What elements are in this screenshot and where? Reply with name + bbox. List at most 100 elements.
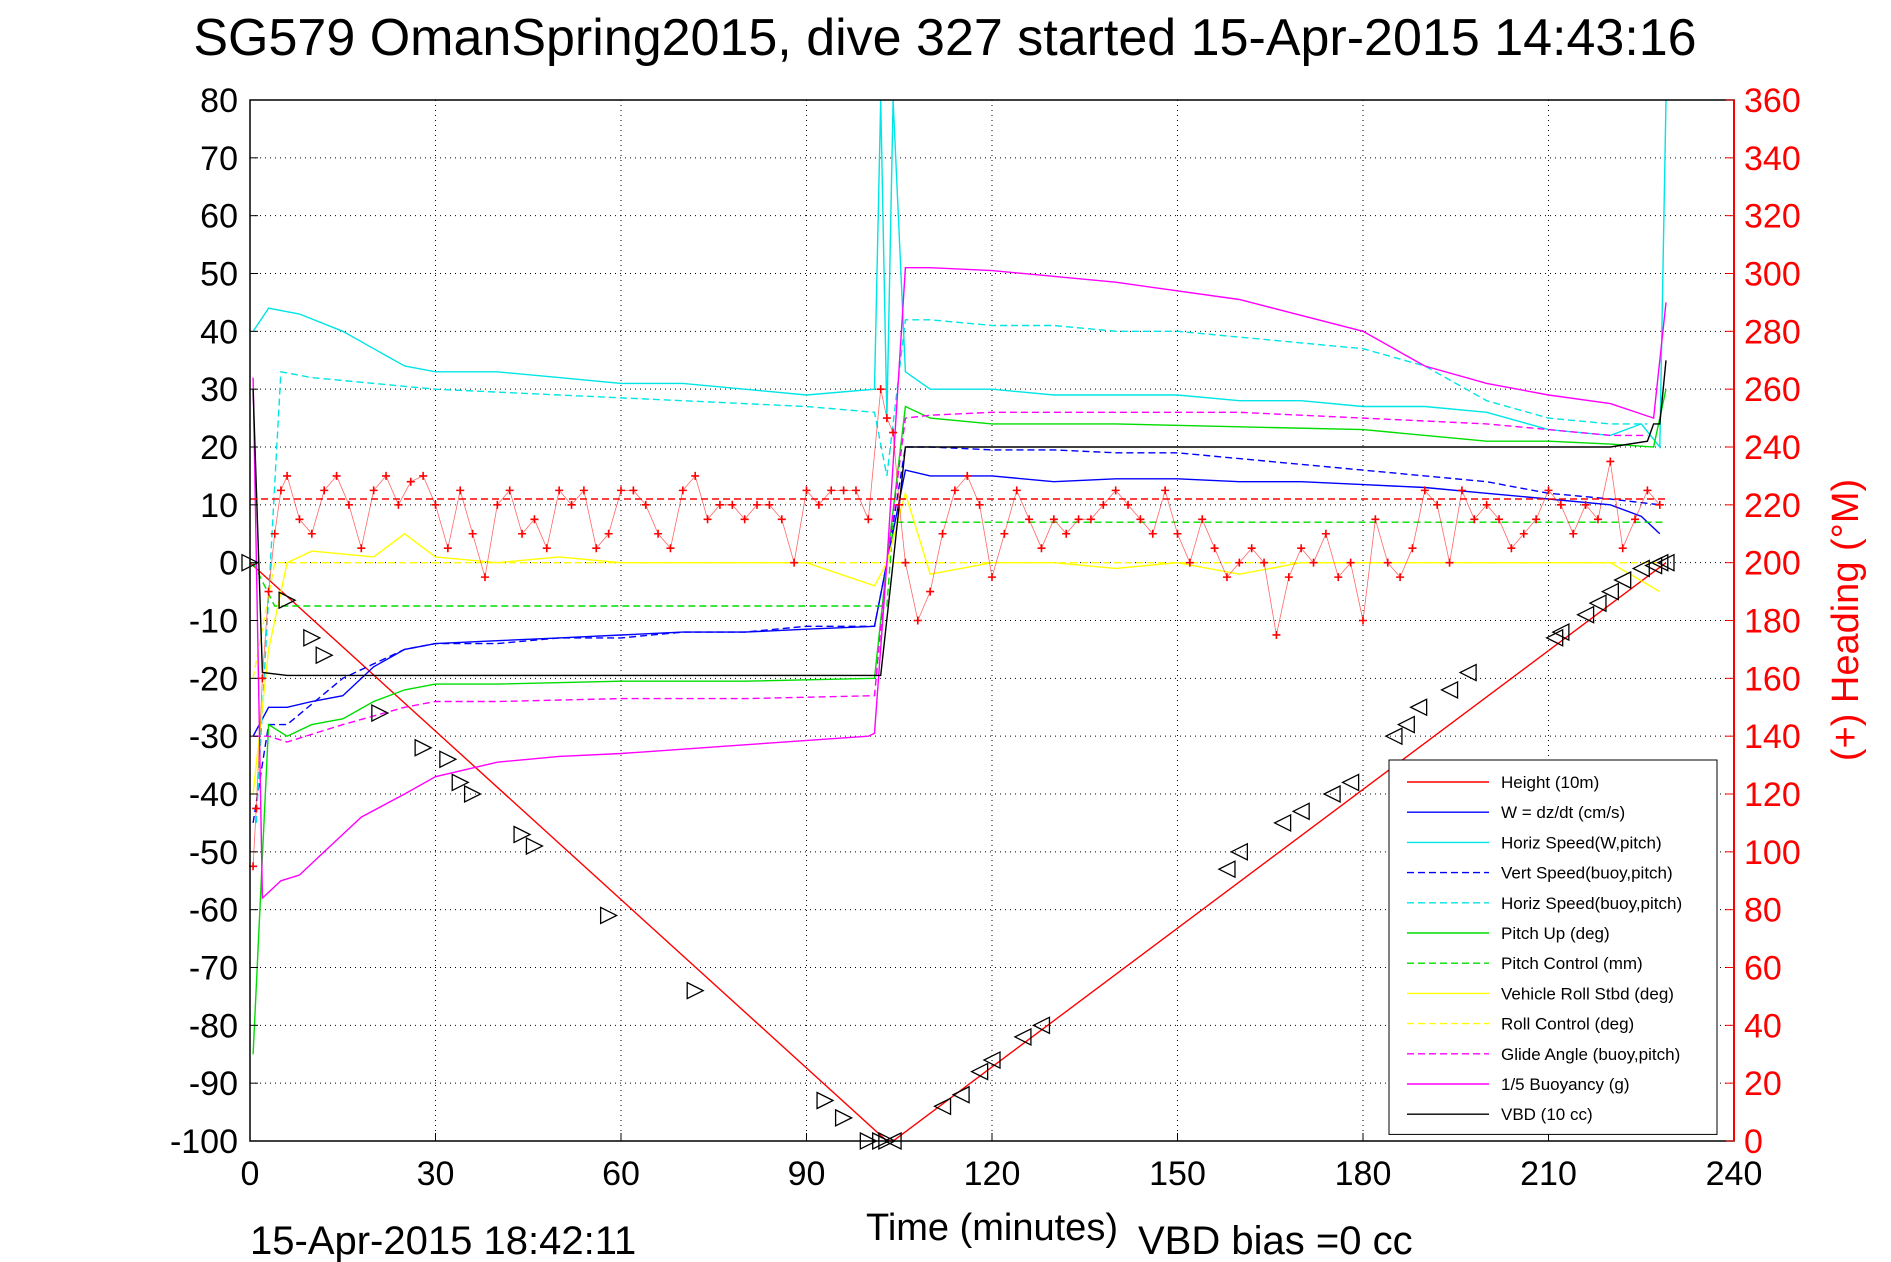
legend-box bbox=[1388, 759, 1718, 1135]
y-tick-label: -10 bbox=[189, 603, 238, 641]
y-tick-label: 70 bbox=[200, 140, 238, 178]
chart-title: SG579 OmanSpring2015, dive 327 started 1… bbox=[193, 9, 1696, 67]
y2-tick-label: 280 bbox=[1744, 313, 1801, 351]
position-marker bbox=[1032, 1016, 1051, 1035]
position-marker bbox=[371, 703, 390, 723]
y-tick-label: -30 bbox=[189, 718, 238, 756]
y-tick-label: -100 bbox=[170, 1123, 238, 1161]
position-marker bbox=[1013, 1027, 1032, 1046]
series-line bbox=[252, 562, 1660, 679]
x-axis-label: Time (minutes) bbox=[866, 1207, 1118, 1249]
y-tick-label: -70 bbox=[189, 950, 238, 988]
position-marker bbox=[1409, 698, 1428, 717]
x-tick-label: 0 bbox=[241, 1155, 260, 1193]
position-marker bbox=[1588, 594, 1607, 613]
position-marker bbox=[1458, 663, 1477, 682]
position-marker bbox=[463, 784, 483, 804]
y-tick-label: 80 bbox=[200, 82, 238, 120]
legend-label: Vehicle Roll Stbd (deg) bbox=[1501, 984, 1674, 1003]
position-marker bbox=[1576, 605, 1595, 624]
position-marker bbox=[1631, 559, 1650, 578]
y2-tick-label: 120 bbox=[1744, 776, 1801, 814]
legend-label: 1/5 Buoyancy (g) bbox=[1501, 1075, 1630, 1094]
y2-tick-label: 80 bbox=[1744, 892, 1782, 930]
y2-axis-label: (+) Heading (°M) bbox=[1825, 479, 1867, 761]
y2-tick-label: 220 bbox=[1744, 487, 1801, 525]
y2-tick-label: 260 bbox=[1744, 371, 1801, 409]
x-tick-label: 150 bbox=[1149, 1155, 1206, 1193]
position-marker bbox=[303, 628, 322, 647]
position-marker bbox=[525, 836, 544, 856]
y2-tick-label: 140 bbox=[1744, 718, 1801, 756]
x-tick-labels: 0 30 60 90 120 150 180 210 240 bbox=[241, 1133, 1763, 1193]
position-marker bbox=[1650, 553, 1669, 572]
position-marker bbox=[1656, 553, 1675, 572]
x-tick-label: 240 bbox=[1706, 1155, 1763, 1193]
position-marker bbox=[1291, 802, 1310, 821]
position-marker bbox=[951, 1085, 970, 1104]
legend-label: Glide Angle (buoy,pitch) bbox=[1501, 1045, 1680, 1064]
series-line bbox=[252, 490, 1661, 795]
position-marker bbox=[1384, 727, 1403, 746]
y2-tick-label: 20 bbox=[1744, 1065, 1782, 1103]
x-tick-label: 90 bbox=[788, 1155, 826, 1193]
position-marker bbox=[1273, 813, 1292, 832]
position-marker bbox=[1600, 582, 1619, 601]
position-marker bbox=[1322, 784, 1341, 804]
position-marker bbox=[278, 591, 297, 610]
position-marker bbox=[816, 1091, 835, 1110]
position-marker bbox=[1551, 623, 1570, 642]
position-marker bbox=[1217, 860, 1236, 879]
legend-label: Vert Speed(buoy,pitch) bbox=[1501, 864, 1673, 883]
y2-tick-label: 40 bbox=[1744, 1007, 1782, 1045]
y2-tick-label: 200 bbox=[1744, 545, 1801, 583]
y-tick-label: -20 bbox=[189, 660, 238, 698]
series-line bbox=[255, 319, 1648, 823]
legend-label: Height (10m) bbox=[1501, 773, 1599, 792]
legend-label: Pitch Up (deg) bbox=[1501, 924, 1610, 943]
position-marker bbox=[1545, 628, 1564, 647]
position-marker bbox=[1229, 842, 1248, 861]
y2-tick-label: 180 bbox=[1744, 603, 1801, 641]
y-tick-label: -80 bbox=[189, 1007, 238, 1045]
legend-label: VBD (10 cc) bbox=[1501, 1105, 1593, 1124]
position-marker bbox=[1341, 773, 1360, 792]
heading-series bbox=[249, 385, 1664, 871]
y2-tick-label: 340 bbox=[1744, 140, 1801, 178]
x-tick-label: 30 bbox=[417, 1155, 455, 1193]
heading-point bbox=[1655, 500, 1664, 509]
y-tick-label: 60 bbox=[200, 198, 238, 236]
series-line bbox=[253, 411, 1648, 743]
x-tick-label: 120 bbox=[964, 1155, 1021, 1193]
position-marker bbox=[686, 981, 705, 1000]
legend-label: Horiz Speed(W,pitch) bbox=[1501, 833, 1662, 852]
footer-timestamp: 15-Apr-2015 18:42:11 bbox=[250, 1219, 636, 1262]
y2-tick-label: 60 bbox=[1744, 950, 1782, 988]
position-marker bbox=[1396, 715, 1415, 734]
y-tick-label: -90 bbox=[189, 1065, 238, 1103]
y-tick-label: 10 bbox=[200, 487, 238, 525]
y-tick-label: 20 bbox=[200, 429, 238, 467]
position-marker bbox=[1440, 680, 1459, 699]
series-line bbox=[252, 389, 1667, 1055]
y-tick-label: -40 bbox=[189, 776, 238, 814]
position-marker bbox=[414, 738, 433, 757]
y-tick-label: 0 bbox=[219, 545, 238, 583]
position-marker bbox=[513, 825, 532, 844]
position-marker bbox=[982, 1050, 1001, 1070]
y2-tick-label: 0 bbox=[1744, 1123, 1763, 1161]
position-marker bbox=[439, 750, 458, 769]
y2-tick-label: 320 bbox=[1744, 198, 1801, 236]
x-tick-label: 60 bbox=[602, 1155, 640, 1193]
series-line bbox=[252, 469, 1661, 737]
y2-tick-label: 240 bbox=[1744, 429, 1801, 467]
legend: Height (10m) W = dz/dt (cm/s) Horiz Speed(… bbox=[1388, 759, 1718, 1135]
position-marker bbox=[451, 773, 470, 792]
position-marker bbox=[1613, 570, 1632, 590]
x-tick-label: 180 bbox=[1335, 1155, 1392, 1193]
series-line bbox=[252, 360, 1667, 677]
y-tick-label: 50 bbox=[200, 256, 238, 294]
heading-line bbox=[252, 389, 1661, 867]
